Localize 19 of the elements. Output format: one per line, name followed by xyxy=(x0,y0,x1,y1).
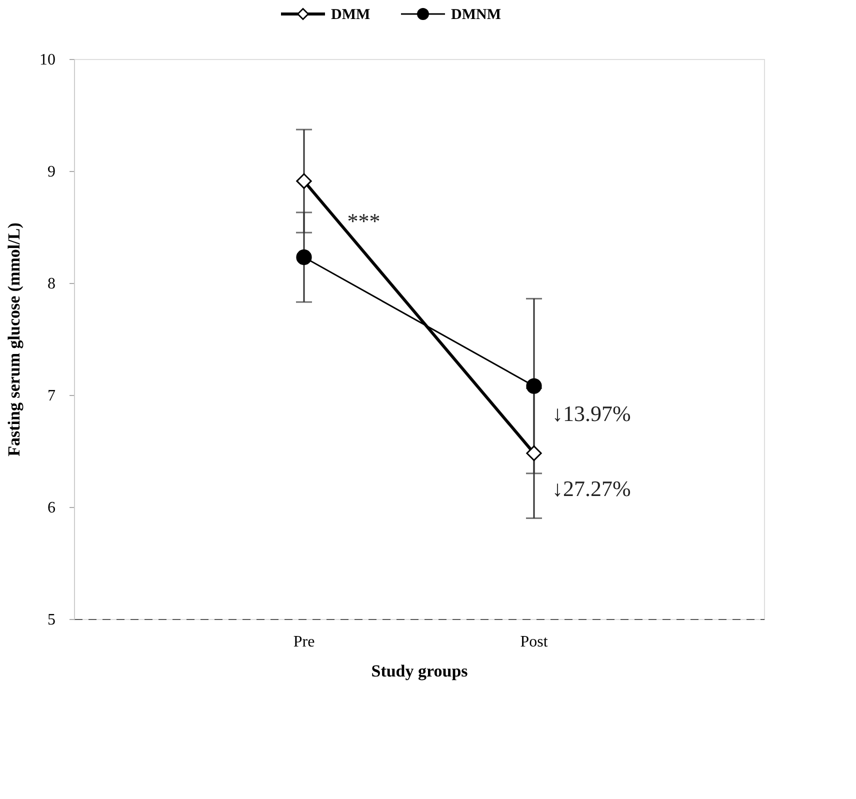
point xyxy=(296,173,312,189)
annotation: ↓27.27% xyxy=(552,476,631,502)
point xyxy=(526,378,542,394)
y-tick-label: 7 xyxy=(48,388,56,404)
y-tick-label: 8 xyxy=(48,276,56,292)
legend-label: DMM xyxy=(331,7,370,23)
x-tick-label: Pre xyxy=(293,634,315,650)
legend-label: DMNM xyxy=(451,7,501,23)
annotation: ↓13.97% xyxy=(552,401,631,426)
y-tick-label: 10 xyxy=(40,52,56,68)
point xyxy=(526,445,542,462)
y-tick-label: 5 xyxy=(48,612,56,628)
annotation: *** xyxy=(347,208,380,234)
y-axis-title: Fasting serum glucose (mmol/L) xyxy=(4,222,24,456)
x-tick-label: Post xyxy=(520,634,548,650)
y-tick-label: 9 xyxy=(48,164,56,180)
point xyxy=(296,249,312,266)
x-axis-title: Study groups xyxy=(371,662,468,680)
y-tick-label: 6 xyxy=(48,500,56,516)
